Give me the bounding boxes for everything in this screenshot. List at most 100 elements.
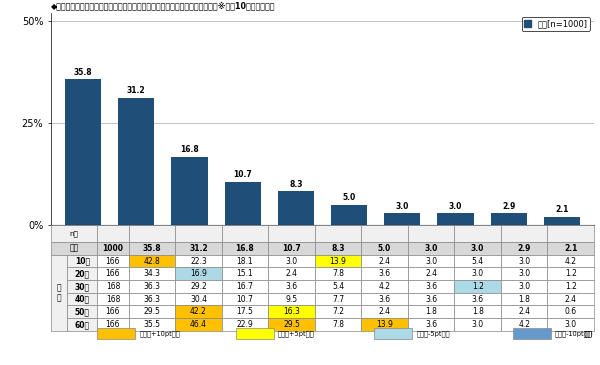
Text: 22.3: 22.3 — [190, 257, 207, 266]
FancyBboxPatch shape — [547, 268, 594, 280]
Text: 4.2: 4.2 — [379, 282, 391, 291]
Text: 7.8: 7.8 — [332, 320, 344, 329]
Text: 4.2: 4.2 — [518, 320, 530, 329]
Text: 3.0: 3.0 — [425, 257, 437, 266]
Text: 3.0: 3.0 — [449, 201, 462, 211]
Text: 35.8: 35.8 — [143, 244, 161, 253]
FancyBboxPatch shape — [547, 293, 594, 306]
Text: 年
代: 年 代 — [57, 283, 61, 303]
Text: 0.6: 0.6 — [565, 307, 577, 316]
Text: 60代: 60代 — [74, 320, 90, 329]
FancyBboxPatch shape — [501, 306, 547, 318]
Text: 2.4: 2.4 — [379, 307, 391, 316]
Text: 5.4: 5.4 — [332, 282, 344, 291]
FancyBboxPatch shape — [222, 255, 268, 268]
FancyBboxPatch shape — [97, 328, 135, 339]
Text: 3.0: 3.0 — [518, 269, 530, 278]
FancyBboxPatch shape — [408, 242, 454, 255]
Text: 3.0: 3.0 — [565, 320, 577, 329]
FancyBboxPatch shape — [454, 306, 501, 318]
Text: 10.7: 10.7 — [282, 244, 301, 253]
FancyBboxPatch shape — [408, 225, 454, 242]
FancyBboxPatch shape — [175, 225, 222, 242]
Text: 2.4: 2.4 — [518, 307, 530, 316]
FancyBboxPatch shape — [175, 318, 222, 331]
Text: 2.1: 2.1 — [564, 244, 577, 253]
Text: (％): (％) — [583, 330, 593, 337]
Text: 3.6: 3.6 — [472, 295, 484, 304]
Text: 全体比+10pt以上: 全体比+10pt以上 — [140, 330, 180, 337]
FancyBboxPatch shape — [222, 293, 268, 306]
Text: 7.7: 7.7 — [332, 295, 344, 304]
FancyBboxPatch shape — [175, 255, 222, 268]
FancyBboxPatch shape — [175, 268, 222, 280]
FancyBboxPatch shape — [315, 255, 361, 268]
FancyBboxPatch shape — [128, 268, 175, 280]
Text: 7.2: 7.2 — [332, 307, 344, 316]
FancyBboxPatch shape — [315, 280, 361, 293]
FancyBboxPatch shape — [128, 255, 175, 268]
FancyBboxPatch shape — [361, 225, 408, 242]
Text: 8.3: 8.3 — [331, 244, 345, 253]
FancyBboxPatch shape — [374, 328, 412, 339]
Text: ◆健康に関するデータを測定・管理している測定器・アプリ［複数回答形式］※上众10位までを表示: ◆健康に関するデータを測定・管理している測定器・アプリ［複数回答形式］※上众10… — [51, 1, 275, 11]
FancyBboxPatch shape — [547, 280, 594, 293]
FancyBboxPatch shape — [268, 306, 315, 318]
FancyBboxPatch shape — [128, 280, 175, 293]
FancyBboxPatch shape — [454, 268, 501, 280]
Text: 31.2: 31.2 — [189, 244, 208, 253]
Text: 35.5: 35.5 — [143, 320, 160, 329]
Bar — [437, 213, 473, 225]
Bar — [491, 214, 527, 225]
Text: 3.6: 3.6 — [425, 282, 437, 291]
FancyBboxPatch shape — [97, 242, 128, 255]
FancyBboxPatch shape — [268, 268, 315, 280]
FancyBboxPatch shape — [501, 280, 547, 293]
FancyBboxPatch shape — [222, 306, 268, 318]
Bar — [331, 205, 367, 225]
Bar — [172, 157, 208, 225]
Text: 166: 166 — [106, 269, 120, 278]
FancyBboxPatch shape — [97, 268, 128, 280]
FancyBboxPatch shape — [175, 280, 222, 293]
FancyBboxPatch shape — [268, 318, 315, 331]
FancyBboxPatch shape — [315, 225, 361, 242]
Text: 22.9: 22.9 — [236, 320, 253, 329]
FancyBboxPatch shape — [67, 318, 97, 331]
FancyBboxPatch shape — [501, 293, 547, 306]
Text: 30代: 30代 — [74, 282, 90, 291]
Text: 3.0: 3.0 — [472, 320, 484, 329]
Bar — [65, 79, 101, 225]
Text: 1.2: 1.2 — [472, 282, 484, 291]
FancyBboxPatch shape — [547, 242, 594, 255]
FancyBboxPatch shape — [501, 242, 547, 255]
FancyBboxPatch shape — [315, 242, 361, 255]
FancyBboxPatch shape — [408, 268, 454, 280]
FancyBboxPatch shape — [408, 318, 454, 331]
Text: 10.7: 10.7 — [236, 295, 253, 304]
Text: 2.4: 2.4 — [286, 269, 298, 278]
FancyBboxPatch shape — [222, 225, 268, 242]
FancyBboxPatch shape — [547, 225, 594, 242]
Text: 16.3: 16.3 — [283, 307, 300, 316]
Text: 2.4: 2.4 — [379, 257, 391, 266]
Text: 36.3: 36.3 — [143, 295, 160, 304]
Text: 168: 168 — [106, 295, 120, 304]
Text: 1.8: 1.8 — [425, 307, 437, 316]
FancyBboxPatch shape — [97, 318, 128, 331]
Text: 3.0: 3.0 — [518, 282, 530, 291]
Text: 31.2: 31.2 — [127, 86, 145, 95]
FancyBboxPatch shape — [547, 255, 594, 268]
FancyBboxPatch shape — [408, 293, 454, 306]
Text: 1.2: 1.2 — [565, 282, 577, 291]
FancyBboxPatch shape — [67, 255, 97, 268]
FancyBboxPatch shape — [222, 242, 268, 255]
Text: 29.5: 29.5 — [283, 320, 300, 329]
FancyBboxPatch shape — [361, 268, 408, 280]
FancyBboxPatch shape — [222, 318, 268, 331]
FancyBboxPatch shape — [128, 242, 175, 255]
Text: 3.6: 3.6 — [425, 320, 437, 329]
Text: 13.9: 13.9 — [376, 320, 393, 329]
Text: 46.4: 46.4 — [190, 320, 207, 329]
FancyBboxPatch shape — [222, 268, 268, 280]
